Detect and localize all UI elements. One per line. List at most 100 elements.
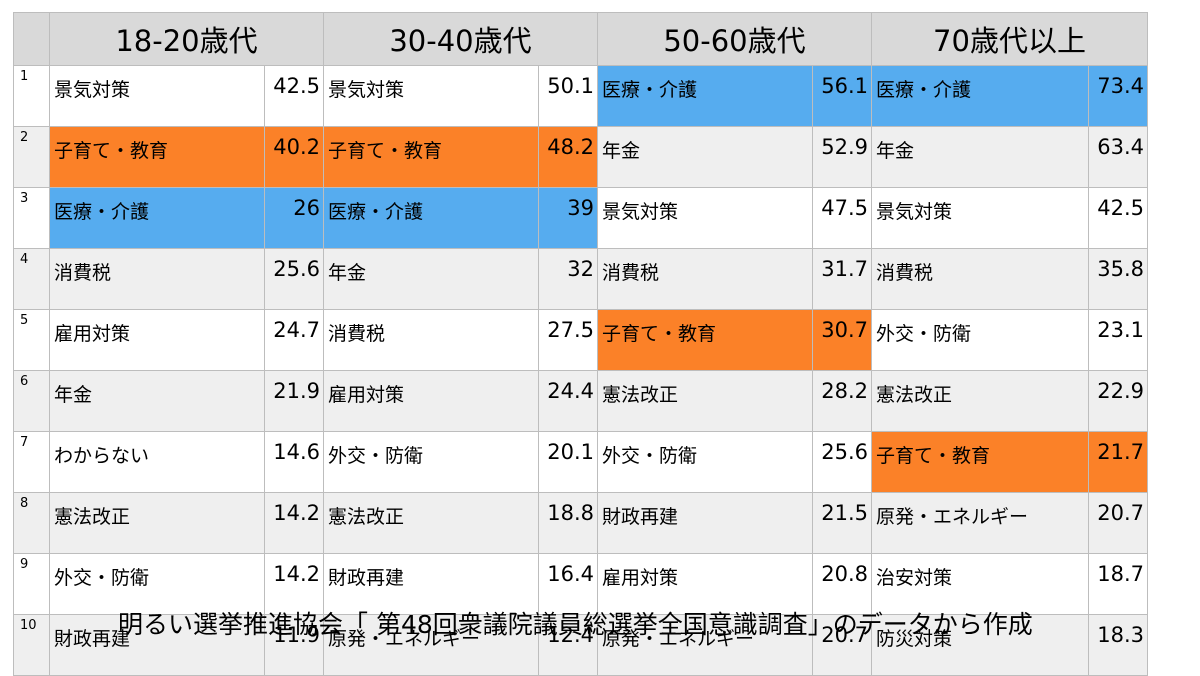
issue-name: 消費税: [871, 248, 1089, 310]
ranking-table: 18-20歳代 30-40歳代 50-60歳代 70歳代以上 1 景気対策 42.5…: [13, 12, 1148, 676]
issue-value: 25.6: [264, 248, 324, 310]
issue-name: 憲法改正: [49, 492, 265, 554]
issue-name: 子育て・教育: [871, 431, 1089, 493]
rank-number: 8: [13, 492, 50, 554]
issue-name: 子育て・教育: [323, 126, 539, 188]
issue-value: 21.9: [264, 370, 324, 432]
table-body: 1 景気対策 42.5 景気対策 50.1 医療・介護 56.1 医療・介護 73.4 2 子育て・…: [13, 65, 1148, 676]
rank-number: 9: [13, 553, 50, 615]
issue-value: 25.6: [812, 431, 872, 493]
issue-name: 消費税: [597, 248, 813, 310]
issue-value: 63.4: [1088, 126, 1148, 188]
issue-value: 27.5: [538, 309, 598, 371]
issue-value: 47.5: [812, 187, 872, 249]
rank-number: 1: [13, 65, 50, 127]
table-row: 5 雇用対策 24.7 消費税 27.5 子育て・教育 30.7 外交・防衛 23.1: [13, 309, 1148, 371]
issue-name: 外交・防衛: [871, 309, 1089, 371]
column-header: 70歳代以上: [871, 12, 1148, 66]
issue-value: 23.1: [1088, 309, 1148, 371]
issue-name: 年金: [597, 126, 813, 188]
header-row: 18-20歳代 30-40歳代 50-60歳代 70歳代以上: [13, 12, 1148, 66]
issue-name: 景気対策: [49, 65, 265, 127]
issue-name: 憲法改正: [323, 492, 539, 554]
issue-name: 子育て・教育: [597, 309, 813, 371]
issue-name: 消費税: [49, 248, 265, 310]
issue-value: 18.3: [1088, 614, 1148, 676]
issue-value: 40.2: [264, 126, 324, 188]
issue-name: 医療・介護: [323, 187, 539, 249]
issue-name: 消費税: [323, 309, 539, 371]
issue-name: 年金: [323, 248, 539, 310]
table-row: 6 年金 21.9 雇用対策 24.4 憲法改正 28.2 憲法改正 22.9: [13, 370, 1148, 432]
issue-name: 子育て・教育: [49, 126, 265, 188]
issue-name: 治安対策: [871, 553, 1089, 615]
table-row: 7 わからない 14.6 外交・防衛 20.1 外交・防衛 25.6 子育て・教育 21.7: [13, 431, 1148, 493]
rank-number: 2: [13, 126, 50, 188]
issue-value: 24.7: [264, 309, 324, 371]
column-header: 30-40歳代: [323, 12, 598, 66]
table-row: 1 景気対策 42.5 景気対策 50.1 医療・介護 56.1 医療・介護 73.4: [13, 65, 1148, 127]
issue-value: 21.5: [812, 492, 872, 554]
issue-value: 20.1: [538, 431, 598, 493]
issue-name: 外交・防衛: [49, 553, 265, 615]
issue-name: 医療・介護: [871, 65, 1089, 127]
issue-name: 財政再建: [597, 492, 813, 554]
issue-value: 26: [264, 187, 324, 249]
issue-value: 31.7: [812, 248, 872, 310]
issue-name: 外交・防衛: [323, 431, 539, 493]
table-row: 2 子育て・教育 40.2 子育て・教育 48.2 年金 52.9 年金 63.4: [13, 126, 1148, 188]
issue-value: 50.1: [538, 65, 598, 127]
issue-name: 医療・介護: [49, 187, 265, 249]
issue-value: 32: [538, 248, 598, 310]
issue-value: 28.2: [812, 370, 872, 432]
issue-value: 30.7: [812, 309, 872, 371]
column-header: 18-20歳代: [49, 12, 324, 66]
issue-name: 年金: [871, 126, 1089, 188]
issue-value: 42.5: [264, 65, 324, 127]
table-row: 9 外交・防衛 14.2 財政再建 16.4 雇用対策 20.8 治安対策 18.7: [13, 553, 1148, 615]
issue-value: 56.1: [812, 65, 872, 127]
issue-name: 景気対策: [597, 187, 813, 249]
issue-value: 42.5: [1088, 187, 1148, 249]
rank-number: 4: [13, 248, 50, 310]
issue-value: 16.4: [538, 553, 598, 615]
issue-name: 財政再建: [323, 553, 539, 615]
issue-value: 35.8: [1088, 248, 1148, 310]
issue-value: 22.9: [1088, 370, 1148, 432]
column-header: 50-60歳代: [597, 12, 872, 66]
table-row: 4 消費税 25.6 年金 32 消費税 31.7 消費税 35.8: [13, 248, 1148, 310]
issue-name: 原発・エネルギー: [871, 492, 1089, 554]
issue-value: 48.2: [538, 126, 598, 188]
issue-name: 外交・防衛: [597, 431, 813, 493]
rank-number: 5: [13, 309, 50, 371]
issue-name: わからない: [49, 431, 265, 493]
corner-cell: [13, 12, 50, 66]
issue-name: 憲法改正: [871, 370, 1089, 432]
issue-name: 景気対策: [871, 187, 1089, 249]
issue-value: 52.9: [812, 126, 872, 188]
issue-name: 景気対策: [323, 65, 539, 127]
issue-name: 雇用対策: [49, 309, 265, 371]
rank-number: 10: [13, 614, 50, 676]
rank-number: 7: [13, 431, 50, 493]
rank-number: 3: [13, 187, 50, 249]
issue-name: 雇用対策: [323, 370, 539, 432]
issue-value: 18.8: [538, 492, 598, 554]
issue-value: 14.6: [264, 431, 324, 493]
source-caption: 明るい選挙推進協会「 第48回衆議院議員総選挙全国意識調査」のデータから作成: [118, 610, 1033, 639]
issue-value: 14.2: [264, 492, 324, 554]
rank-number: 6: [13, 370, 50, 432]
table-row: 8 憲法改正 14.2 憲法改正 18.8 財政再建 21.5 原発・エネルギー 20.7: [13, 492, 1148, 554]
issue-value: 18.7: [1088, 553, 1148, 615]
issue-name: 雇用対策: [597, 553, 813, 615]
table-row: 3 医療・介護 26 医療・介護 39 景気対策 47.5 景気対策 42.5: [13, 187, 1148, 249]
issue-value: 24.4: [538, 370, 598, 432]
issue-value: 73.4: [1088, 65, 1148, 127]
issue-value: 39: [538, 187, 598, 249]
issue-value: 14.2: [264, 553, 324, 615]
issue-value: 20.7: [1088, 492, 1148, 554]
issue-name: 医療・介護: [597, 65, 813, 127]
issue-name: 憲法改正: [597, 370, 813, 432]
issue-value: 20.8: [812, 553, 872, 615]
issue-name: 年金: [49, 370, 265, 432]
